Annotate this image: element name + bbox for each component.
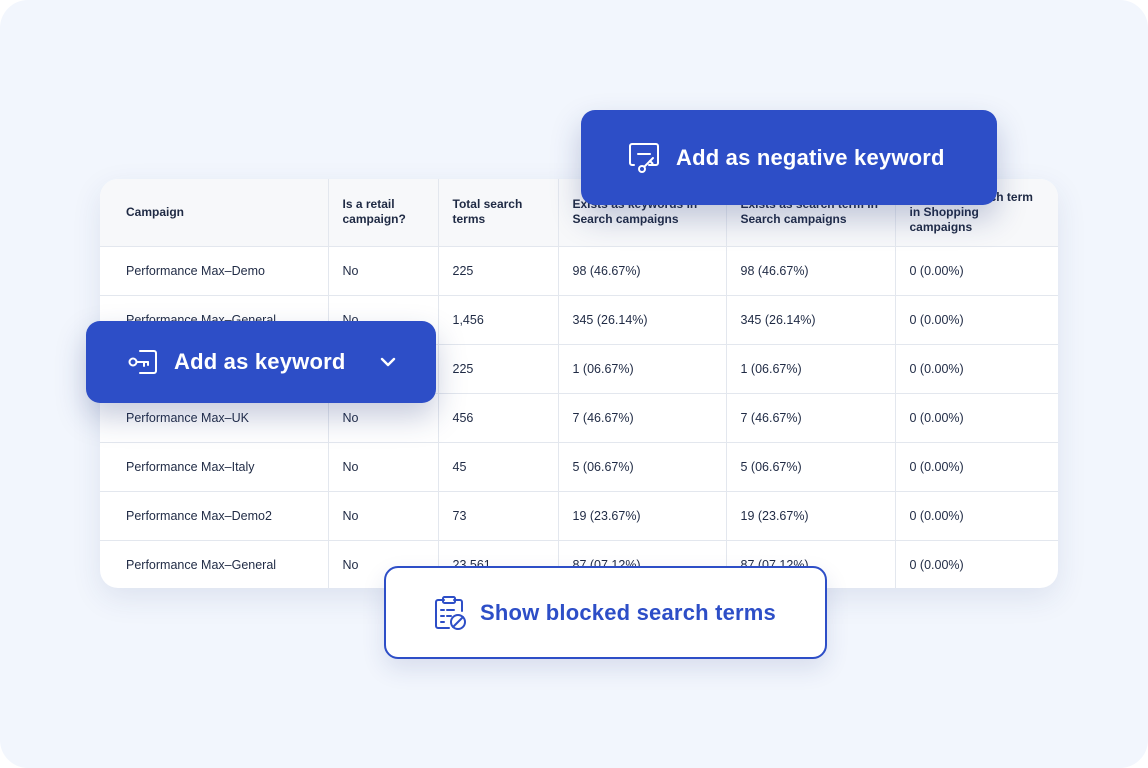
cell-campaign: Performance Max–Italy	[100, 442, 329, 492]
campaign-table-card: Campaign Is a retail campaign? Total sea…	[100, 179, 1058, 588]
cell-keywords-search: 345 (26.14%)	[558, 295, 727, 345]
column-header-retail[interactable]: Is a retail campaign?	[328, 179, 439, 247]
cell-keywords-search: 1 (06.67%)	[558, 344, 727, 394]
cell-term-shopping: 0 (0.00%)	[895, 295, 1058, 345]
cell-term-shopping: 0 (0.00%)	[895, 491, 1058, 541]
cell-term-search: 19 (23.67%)	[726, 491, 896, 541]
cell-keywords-search: 7 (46.67%)	[558, 393, 727, 443]
add-negative-keyword-button[interactable]: Add as negative keyword	[581, 110, 997, 205]
cell-campaign: Performance Max–General	[100, 540, 329, 588]
cell-total: 456	[438, 393, 559, 443]
cell-keywords-search: 19 (23.67%)	[558, 491, 727, 541]
show-blocked-search-terms-label: Show blocked search terms	[480, 599, 776, 625]
cell-keywords-search: 98 (46.67%)	[558, 246, 727, 296]
show-blocked-search-terms-button[interactable]: Show blocked search terms	[384, 566, 827, 659]
cell-term-search: 5 (06.67%)	[726, 442, 896, 492]
cell-retail: No	[328, 540, 439, 588]
cell-term-shopping: 0 (0.00%)	[895, 344, 1058, 394]
add-keyword-button[interactable]: Add as keyword	[86, 321, 436, 403]
cell-term-search: 7 (46.67%)	[726, 393, 896, 443]
table-header-row: Campaign Is a retail campaign? Total sea…	[100, 179, 1058, 247]
cell-term-search: 345 (26.14%)	[726, 295, 896, 345]
chevron-down-icon[interactable]	[378, 352, 398, 372]
cell-total: 225	[438, 344, 559, 394]
column-header-campaign[interactable]: Campaign	[100, 179, 329, 247]
cell-total: 1,456	[438, 295, 559, 345]
cell-total: 225	[438, 246, 559, 296]
keyword-icon	[126, 345, 160, 379]
cell-retail: No	[328, 442, 439, 492]
add-keyword-label: Add as keyword	[174, 349, 346, 374]
cell-term-shopping: 0 (0.00%)	[895, 442, 1058, 492]
column-header-total-search-terms[interactable]: Total search terms	[438, 179, 559, 247]
cell-campaign: Performance Max–Demo2	[100, 491, 329, 541]
cell-total: 73	[438, 491, 559, 541]
cell-term-shopping: 0 (0.00%)	[909, 557, 964, 572]
table-row[interactable]: Performance Max–Italy No 45 5 (06.67%) 5…	[100, 442, 1058, 492]
cell-campaign: Performance Max–Demo	[100, 246, 329, 296]
cell-retail: No	[328, 246, 439, 296]
cell-term-shopping: 0 (0.00%)	[895, 246, 1058, 296]
blocked-clipboard-icon	[430, 594, 468, 632]
table-row[interactable]: Performance Max–Demo2 No 73 19 (23.67%) …	[100, 491, 1058, 541]
cell-keywords-search: 5 (06.67%)	[558, 442, 727, 492]
cell-total: 45	[438, 442, 559, 492]
cell-term-search: 1 (06.67%)	[726, 344, 896, 394]
cell-term-search: 98 (46.67%)	[726, 246, 896, 296]
cell-retail: No	[328, 491, 439, 541]
add-negative-keyword-label: Add as negative keyword	[676, 144, 945, 170]
negative-keyword-icon	[626, 140, 662, 176]
table-row[interactable]: Performance Max–General No 23,561 87 (07…	[100, 540, 1058, 588]
table-row[interactable]: Performance Max–Demo No 225 98 (46.67%) …	[100, 246, 1058, 296]
cell-term-shopping: 0 (0.00%)	[895, 393, 1058, 443]
